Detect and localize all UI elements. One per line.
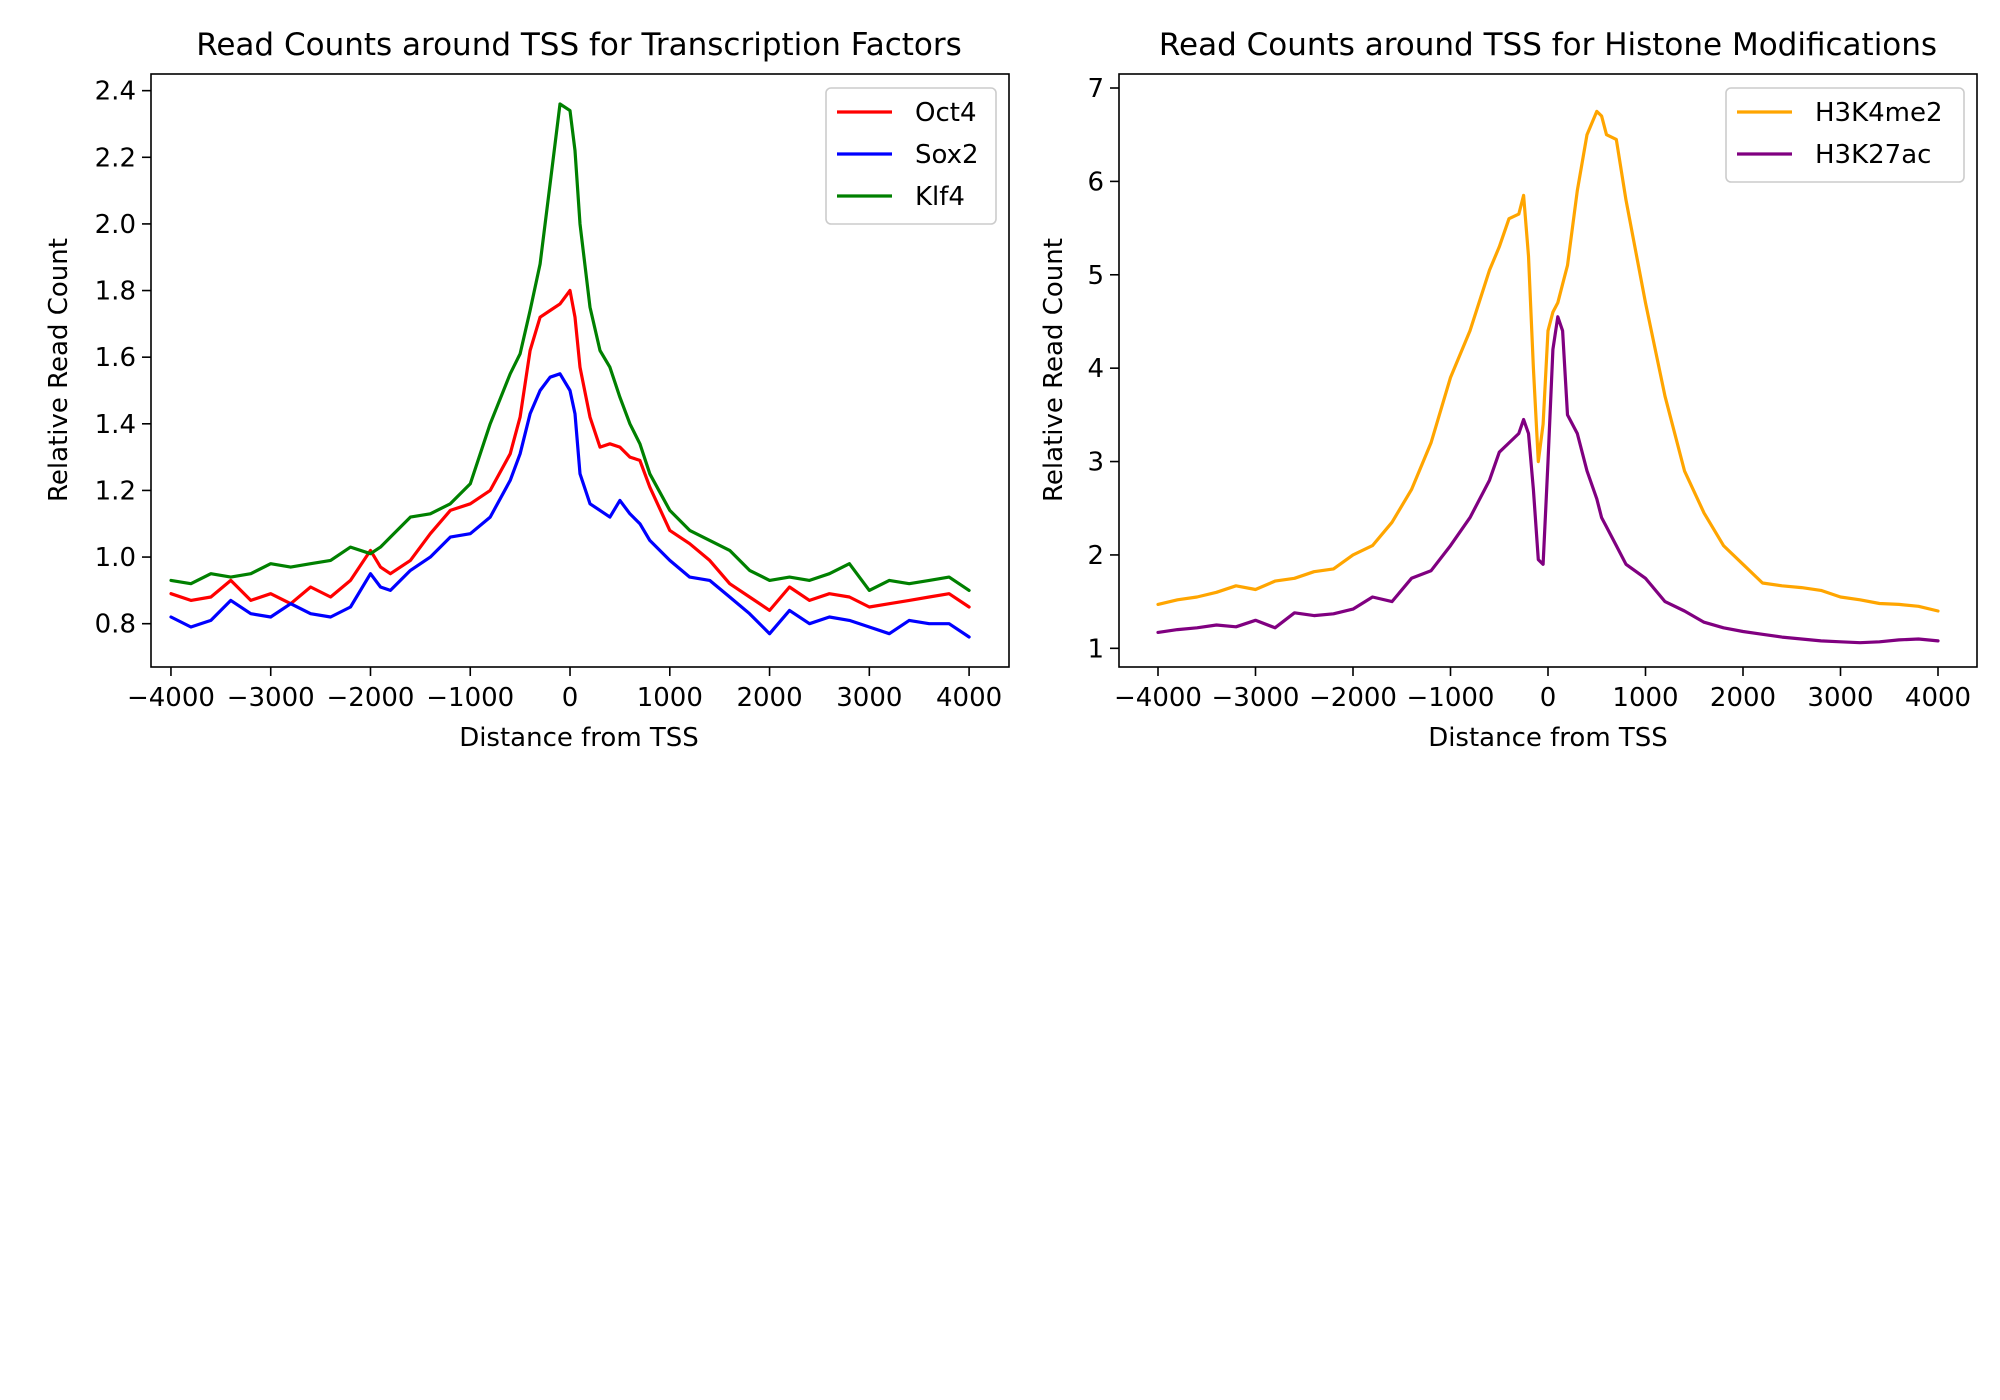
tf-series-line-klf4 (169, 102, 971, 592)
histone-legend: H3K4me2 H3K27ac (1725, 87, 1965, 183)
histone-x-tick-label: 4000 (1905, 683, 1971, 713)
tf-x-tick-label: 1000 (637, 683, 703, 713)
histone-x-tick-label: −3000 (1212, 683, 1300, 713)
tf-legend-box (825, 87, 997, 225)
tf-legend-label-oct4: Oct4 (915, 98, 977, 128)
tf-series-line-oct4 (169, 288, 971, 612)
tf-y-tick-label: 2.2 (95, 143, 136, 173)
histone-x-tick-label: −2000 (1309, 683, 1397, 713)
tf-x-tick-label: −2000 (327, 683, 415, 713)
histone-chart-title: Read Counts around TSS for Histone Modif… (1159, 27, 1937, 63)
tf-chart-title: Read Counts around TSS for Transcription… (196, 27, 962, 63)
tf-series-line-sox2 (169, 372, 971, 639)
histone-x-tick-label: 1000 (1612, 683, 1678, 713)
histone-x-axis-label: Distance from TSS (1428, 723, 1668, 753)
tf-x-tick-label: −1000 (426, 683, 514, 713)
tf-x-tick-label: 2000 (736, 683, 802, 713)
tf-x-axis-label: Distance from TSS (459, 723, 699, 753)
histone-y-tick-label: 5 (1087, 261, 1104, 291)
tf-y-axis-label: Relative Read Count (44, 238, 74, 502)
tf-legend-label-klf4: Klf4 (915, 182, 965, 212)
histone-y-tick-label: 4 (1087, 354, 1104, 384)
tf-y-tick-label: 1.6 (95, 343, 136, 373)
tf-legend-label-sox2: Sox2 (915, 140, 979, 170)
histone-x-tick-label: 3000 (1807, 683, 1873, 713)
histone-x-tick-label: 2000 (1710, 683, 1776, 713)
tf-y-tick-label: 0.8 (95, 610, 136, 640)
histone-legend-label-h3k4me2: H3K4me2 (1815, 98, 1943, 128)
histone-y-axis-label: Relative Read Count (1039, 238, 1069, 502)
tf-x-tick-label: 4000 (936, 683, 1002, 713)
histone-series-line-h3k4me2 (1156, 109, 1940, 613)
tf-chart-panel: Read Counts around TSS for Transcription… (44, 27, 1010, 753)
tf-legend: Oct4 Sox2 Klf4 (825, 87, 997, 225)
tf-plot-area: −4000 −3000 −2000 −1000 0 1000 2000 3000 4000 0.8… (95, 73, 1010, 713)
histone-x-tick-label: −4000 (1114, 683, 1202, 713)
histone-plot-area: −4000 −3000 −2000 −1000 0 1000 2000 3000 4000 1 2 3… (1087, 73, 1978, 713)
histone-y-tick-label: 1 (1087, 634, 1104, 664)
tf-axes-frame (150, 73, 1010, 668)
tf-x-tick-label: 3000 (836, 683, 902, 713)
histone-legend-label-h3k27ac: H3K27ac (1815, 140, 1931, 170)
tf-y-tick-label: 1.4 (95, 410, 136, 440)
tf-y-tick-label: 1.0 (95, 543, 136, 573)
histone-y-tick-label: 3 (1087, 448, 1104, 478)
tf-x-tick-label: −3000 (227, 683, 315, 713)
histone-y-tick-label: 6 (1087, 167, 1104, 197)
histone-x-tick-label: −1000 (1407, 683, 1495, 713)
histone-series-line-h3k27ac (1156, 315, 1940, 645)
histone-chart-panel: Read Counts around TSS for Histone Modif… (1039, 27, 1978, 753)
histone-y-tick-label: 2 (1087, 541, 1104, 571)
tf-y-tick-label: 1.2 (95, 476, 136, 506)
tf-y-tick-label: 2.0 (95, 210, 136, 240)
tf-x-tick-label: 0 (562, 683, 579, 713)
tf-x-tick-label: −4000 (127, 683, 215, 713)
histone-y-tick-label: 7 (1087, 74, 1104, 104)
tf-y-tick-label: 1.8 (95, 277, 136, 307)
tf-y-tick-label: 2.4 (95, 77, 136, 107)
histone-x-tick-label: 0 (1540, 683, 1557, 713)
